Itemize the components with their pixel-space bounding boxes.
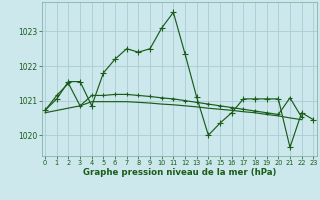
X-axis label: Graphe pression niveau de la mer (hPa): Graphe pression niveau de la mer (hPa) xyxy=(83,168,276,177)
